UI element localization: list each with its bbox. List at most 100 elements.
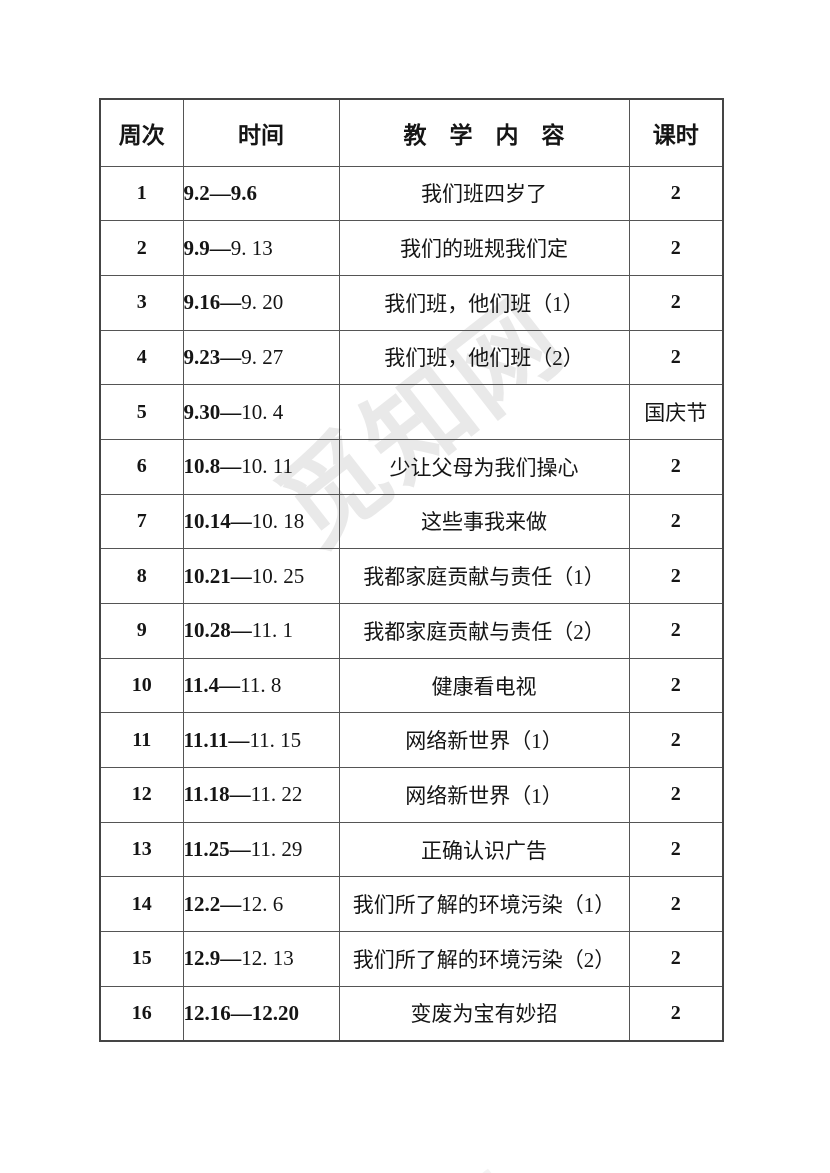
teaching-content-cell: 正确认识广告: [338, 821, 630, 878]
week-number-cell: 10: [99, 657, 184, 714]
time-range-cell: 12.16—12.20: [182, 985, 340, 1042]
time-range-bold: 9.30—: [183, 399, 242, 424]
time-range-regular: 11. 29: [250, 837, 303, 862]
time-range-bold: 10.28—: [183, 618, 252, 643]
schedule-row: 6 10.8—10. 11 少让父母为我们操心 2: [99, 438, 724, 495]
time-range-regular: 9. 27: [241, 344, 284, 369]
class-hours-cell: 2: [628, 712, 724, 769]
time-range-cell: 10.21—10. 25: [182, 548, 340, 604]
schedule-row: 8 10.21—10. 25 我都家庭贡献与责任（1） 2: [99, 548, 724, 604]
teaching-content-cell: 这些事我来做: [338, 493, 630, 550]
teaching-content-cell: 我们班，他们班（2）: [338, 329, 630, 386]
time-range-regular: 11. 8: [240, 673, 282, 698]
schedule-rows: 1 9.2—9.6 我们班四岁了 2 2 9.9—9. 13 我们的班规我们定 …: [99, 165, 724, 1042]
week-number-cell: 4: [99, 329, 184, 386]
schedule-row: 4 9.23—9. 27 我们班，他们班（2） 2: [99, 329, 724, 386]
time-range-bold: 10.14—: [183, 508, 252, 533]
teaching-content-cell: [338, 384, 630, 440]
time-range-bold: 11.18—: [183, 782, 251, 807]
week-number-cell: 6: [99, 438, 184, 495]
time-range-cell: 12.2—12. 6: [182, 876, 340, 933]
time-range-cell: 12.9—12. 13: [182, 931, 340, 987]
time-range-cell: 11.11—11. 15: [182, 712, 340, 769]
time-range-regular: 11. 15: [249, 727, 302, 752]
time-range-regular: 9. 20: [241, 290, 284, 315]
time-range-bold: 12.2—: [183, 891, 242, 916]
teaching-content-cell: 少让父母为我们操心: [338, 438, 630, 495]
watermark-bottom-partial: 网: [286, 1120, 643, 1173]
header-row: 周次 时间 教 学 内 容 课时: [99, 98, 724, 167]
teaching-content-cell: 我们的班规我们定: [338, 220, 630, 276]
class-hours-cell: 2: [628, 548, 724, 604]
week-number-cell: 15: [99, 931, 184, 987]
week-number-cell: 2: [99, 220, 184, 276]
time-range-regular: 10. 4: [241, 399, 284, 424]
time-range-cell: 10.14—10. 18: [182, 493, 340, 550]
schedule-row: 12 11.18—11. 22 网络新世界（1） 2: [99, 767, 724, 823]
time-range-bold: 10.8—: [183, 454, 242, 479]
time-range-cell: 11.4—11. 8: [182, 657, 340, 714]
teaching-content-cell: 我都家庭贡献与责任（2）: [338, 603, 630, 659]
time-range-regular: 12. 13: [241, 946, 294, 971]
class-hours-cell: 2: [628, 274, 724, 331]
week-number-cell: 11: [99, 712, 184, 769]
teaching-content-cell: 网络新世界（1）: [338, 712, 630, 769]
time-range-cell: 9.2—9.6: [182, 165, 340, 222]
header-time: 时间: [182, 98, 340, 167]
week-number-cell: 13: [99, 821, 184, 878]
schedule-row: 5 9.30—10. 4 国庆节: [99, 384, 724, 440]
time-range-regular: 11. 1: [251, 618, 293, 643]
time-range-cell: 11.18—11. 22: [182, 767, 340, 823]
schedule-row: 13 11.25—11. 29 正确认识广告 2: [99, 821, 724, 878]
teaching-content-cell: 我们班四岁了: [338, 165, 630, 222]
teaching-content-cell: 我们班，他们班（1）: [338, 274, 630, 331]
class-hours-cell: 国庆节: [628, 384, 724, 440]
time-range-cell: 10.28—11. 1: [182, 603, 340, 659]
week-number-cell: 8: [99, 548, 184, 604]
time-range-cell: 9.9—9. 13: [182, 220, 340, 276]
teaching-content-cell: 我们所了解的环境污染（1）: [338, 876, 630, 933]
time-range-bold: 9.16—: [183, 290, 242, 315]
schedule-row: 10 11.4—11. 8 健康看电视 2: [99, 657, 724, 714]
class-hours-cell: 2: [628, 767, 724, 823]
time-range-cell: 9.30—10. 4: [182, 384, 340, 440]
time-range-cell: 9.16—9. 20: [182, 274, 340, 331]
week-number-cell: 1: [99, 165, 184, 222]
week-number-cell: 12: [99, 767, 184, 823]
class-hours-cell: 2: [628, 876, 724, 933]
schedule-row: 2 9.9—9. 13 我们的班规我们定 2: [99, 220, 724, 276]
time-range-regular: 11. 22: [250, 782, 303, 807]
week-number-cell: 14: [99, 876, 184, 933]
time-range-bold: 11.11—: [183, 727, 250, 752]
schedule-row: 7 10.14—10. 18 这些事我来做 2: [99, 493, 724, 550]
teaching-schedule-table: 周次 时间 教 学 内 容 课时 1 9.2—9.6 我们班四岁了 2 2 9.…: [99, 98, 724, 1042]
week-number-cell: 3: [99, 274, 184, 331]
class-hours-cell: 2: [628, 329, 724, 386]
week-number-cell: 5: [99, 384, 184, 440]
schedule-row: 15 12.9—12. 13 我们所了解的环境污染（2） 2: [99, 931, 724, 987]
time-range-bold: 9.2—9.6: [183, 180, 258, 205]
teaching-content-cell: 我们所了解的环境污染（2）: [338, 931, 630, 987]
week-number-cell: 9: [99, 603, 184, 659]
teaching-content-cell: 健康看电视: [338, 657, 630, 714]
time-range-cell: 11.25—11. 29: [182, 821, 340, 878]
time-range-bold: 12.9—: [183, 946, 242, 971]
time-range-bold: 12.16—12.20: [183, 1000, 300, 1025]
class-hours-cell: 2: [628, 985, 724, 1042]
class-hours-cell: 2: [628, 220, 724, 276]
class-hours-cell: 2: [628, 931, 724, 987]
time-range-bold: 11.25—: [183, 837, 251, 862]
time-range-bold: 11.4—: [183, 673, 241, 698]
class-hours-cell: 2: [628, 438, 724, 495]
time-range-cell: 10.8—10. 11: [182, 438, 340, 495]
time-range-bold: 10.21—: [183, 563, 252, 588]
class-hours-cell: 2: [628, 657, 724, 714]
class-hours-cell: 2: [628, 493, 724, 550]
time-range-regular: 10. 11: [241, 454, 293, 479]
schedule-row: 1 9.2—9.6 我们班四岁了 2: [99, 165, 724, 222]
teaching-content-cell: 网络新世界（1）: [338, 767, 630, 823]
schedule-row: 9 10.28—11. 1 我都家庭贡献与责任（2） 2: [99, 603, 724, 659]
time-range-regular: 10. 18: [251, 508, 305, 533]
time-range-regular: 9. 13: [230, 235, 273, 260]
